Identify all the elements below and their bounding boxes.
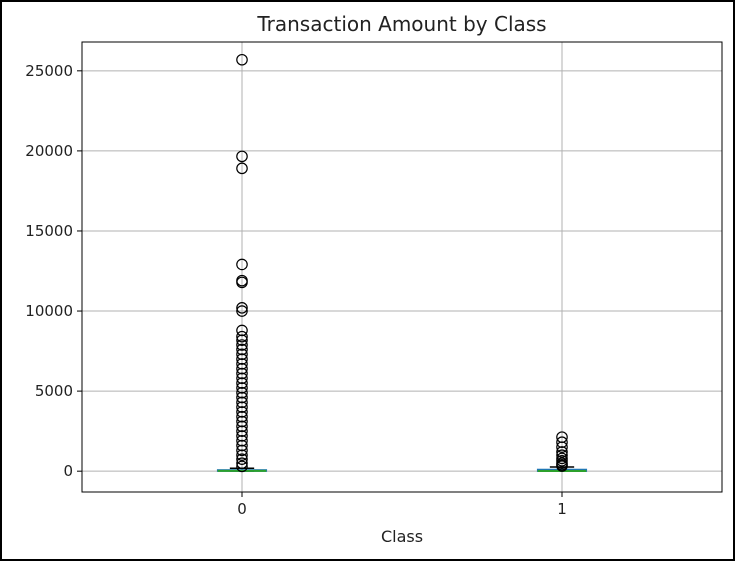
flier-point [236, 406, 248, 418]
flier-point [236, 324, 248, 337]
flier-point [236, 348, 248, 361]
axis-layer: 0 5000 10000 15000 20000 25000 0 1 [25, 62, 566, 518]
flier-point [236, 339, 248, 351]
flier-point [236, 449, 248, 461]
flier-point [236, 258, 248, 271]
flier-point [236, 457, 248, 469]
flier-point [236, 439, 248, 452]
y-tick-label: 15000 [25, 222, 73, 240]
flier-point [236, 391, 248, 404]
flier-point [236, 53, 248, 66]
flier-point [556, 446, 568, 458]
flier-point [236, 444, 248, 457]
flier-point [236, 425, 248, 437]
flier-point [236, 415, 248, 428]
y-tick-label: 20000 [25, 142, 73, 160]
flier-point [236, 302, 248, 314]
x-tick-label: 1 [557, 500, 567, 518]
flier-point [236, 162, 248, 175]
flier-point [556, 441, 568, 453]
y-tick-label: 5000 [35, 382, 73, 400]
flier-point [236, 334, 248, 346]
flier-point [236, 367, 248, 380]
flier-point [236, 430, 248, 442]
flier-point [236, 434, 248, 447]
flier-point [236, 276, 248, 289]
grid-layer [82, 42, 722, 492]
flier-point [236, 330, 248, 343]
chart-title: Transaction Amount by Class [256, 12, 546, 36]
flier-point [556, 436, 568, 448]
y-tick-label: 0 [63, 462, 73, 480]
flier-point [236, 353, 248, 365]
flier-point [236, 410, 248, 423]
flier-point [236, 358, 248, 370]
flier-point [236, 150, 248, 163]
x-tick-label: 0 [237, 500, 247, 518]
flier-point [556, 460, 568, 472]
flier-point [236, 460, 248, 473]
y-tick-label: 10000 [25, 302, 73, 320]
y-tick-label: 25000 [25, 62, 73, 80]
flier-point [236, 453, 248, 465]
flier-point [236, 420, 248, 433]
box-layer [216, 53, 588, 473]
flier-point [236, 305, 248, 317]
x-axis-label: Class [381, 527, 423, 546]
flier-point [236, 382, 248, 394]
flier-point [236, 343, 248, 356]
flier-point [236, 396, 248, 409]
flier-point [236, 362, 248, 375]
flier-point [236, 372, 248, 385]
flier-point [236, 401, 248, 413]
flier-point [236, 386, 248, 399]
plot-area-border [81, 41, 723, 493]
flier-point [236, 377, 248, 389]
